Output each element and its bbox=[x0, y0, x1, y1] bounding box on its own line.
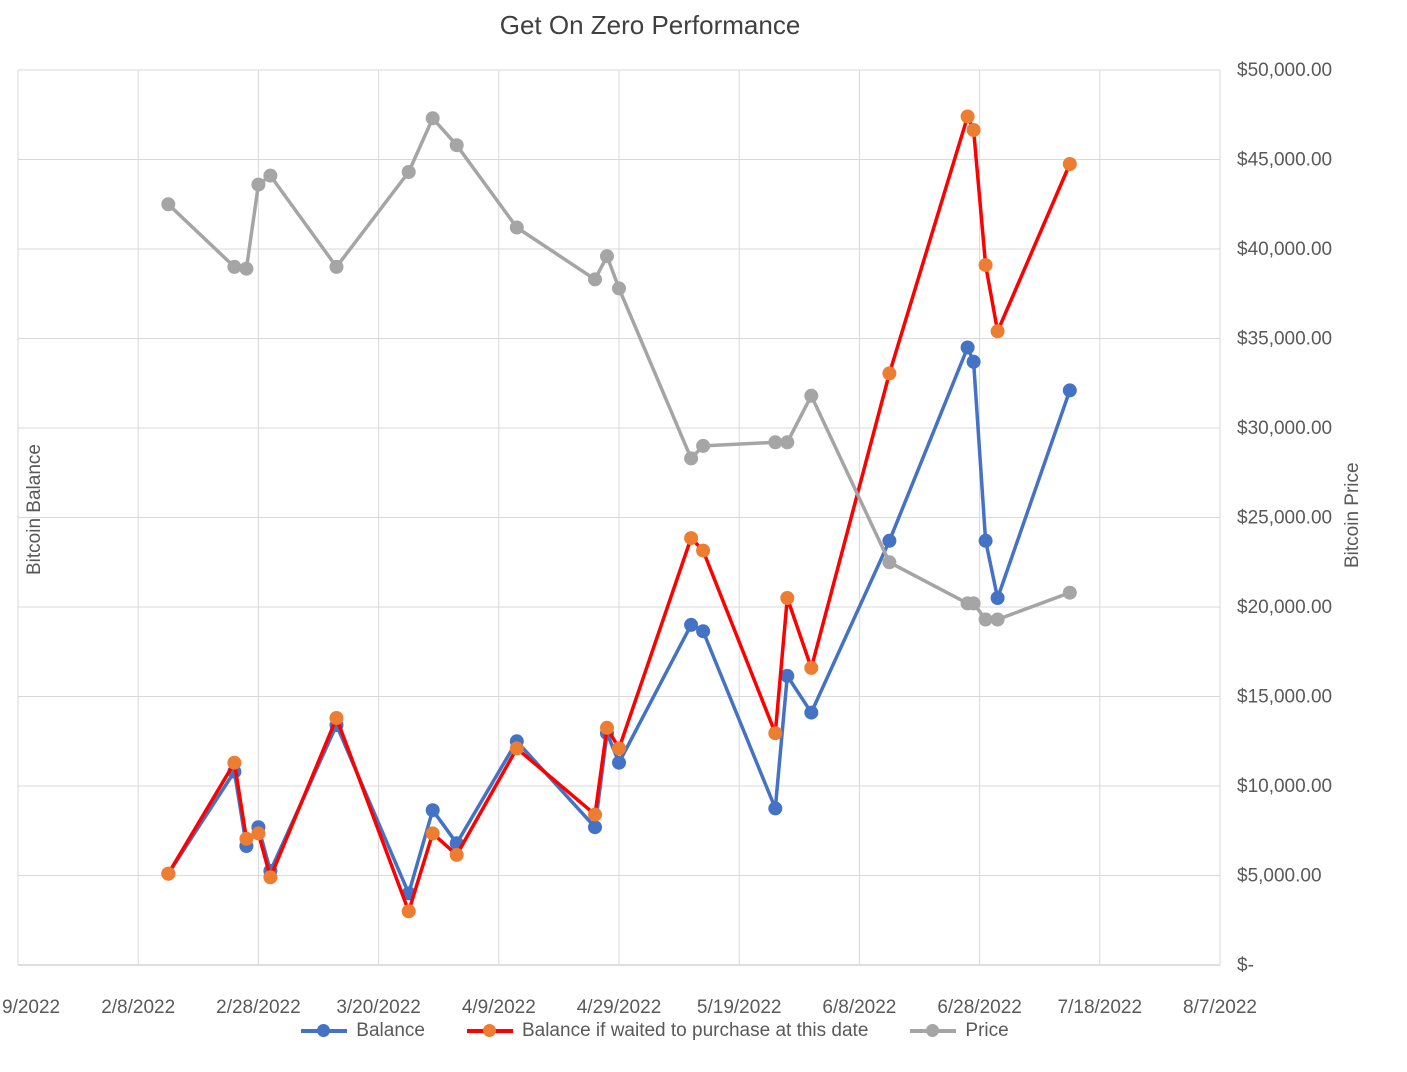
data-point-waited bbox=[804, 660, 819, 675]
data-point-price bbox=[804, 388, 819, 403]
data-point-waited bbox=[882, 366, 897, 381]
data-point-waited bbox=[600, 720, 614, 735]
data-point-waited bbox=[966, 123, 981, 137]
y-axis-tick-label: $30,000.00 bbox=[1237, 418, 1332, 439]
data-point-waited bbox=[612, 741, 626, 756]
data-point-balance bbox=[696, 624, 711, 639]
data-point-waited bbox=[509, 741, 524, 756]
data-point-price bbox=[684, 451, 699, 466]
data-point-price bbox=[449, 138, 464, 153]
legend: Balance Balance if waited to purchase at… bbox=[18, 1020, 1292, 1042]
x-axis-tick-label: 6/8/2022 bbox=[822, 997, 896, 1018]
data-point-waited bbox=[684, 531, 699, 546]
data-point-waited bbox=[161, 866, 176, 881]
data-point-balance bbox=[882, 533, 897, 548]
y-axis-tick-label: $40,000.00 bbox=[1237, 239, 1332, 260]
y-axis-tick-label: $5,000.00 bbox=[1237, 866, 1322, 887]
data-point-waited bbox=[1062, 157, 1077, 171]
x-axis-tick-label: 5/19/2022 bbox=[697, 997, 782, 1018]
y-axis-tick-label: $35,000.00 bbox=[1237, 329, 1332, 350]
data-point-waited bbox=[251, 826, 266, 841]
chart-title: Get On Zero Performance bbox=[499, 10, 801, 40]
data-point-price bbox=[612, 281, 626, 296]
data-point-price bbox=[990, 612, 1005, 627]
data-point-waited bbox=[696, 543, 711, 558]
legend-item-price: Price bbox=[910, 1020, 1009, 1042]
y-axis-tick-label: $- bbox=[1237, 955, 1254, 976]
data-point-price bbox=[1062, 585, 1077, 600]
data-point-price bbox=[161, 197, 176, 212]
legend-label-price: Price bbox=[965, 1020, 1009, 1041]
legend-dot-balance bbox=[317, 1024, 331, 1037]
y-axis-tick-label: $50,000.00 bbox=[1237, 60, 1332, 81]
data-point-balance bbox=[588, 820, 602, 835]
legend-item-balance: Balance bbox=[301, 1020, 425, 1042]
y-axis-tick-label: $25,000.00 bbox=[1237, 508, 1332, 529]
data-point-waited bbox=[227, 755, 242, 770]
data-point-waited bbox=[449, 847, 464, 862]
legend-item-waited: Balance if waited to purchase at this da… bbox=[466, 1020, 869, 1042]
data-point-waited bbox=[990, 324, 1005, 339]
data-point-balance bbox=[990, 591, 1005, 605]
data-point-waited bbox=[978, 258, 993, 273]
legend-dot-waited bbox=[482, 1024, 496, 1037]
data-point-price bbox=[768, 435, 783, 450]
x-axis-tick-label: 2/28/2022 bbox=[216, 997, 301, 1018]
data-point-waited bbox=[960, 109, 975, 124]
y-axis-tick-label: $10,000.00 bbox=[1237, 776, 1332, 797]
data-point-price bbox=[263, 168, 278, 183]
data-point-balance bbox=[804, 705, 819, 720]
x-axis-tick-label: 6/28/2022 bbox=[937, 997, 1022, 1018]
data-point-balance bbox=[425, 803, 440, 818]
y-axis-tick-label: $15,000.00 bbox=[1237, 687, 1332, 708]
data-point-balance bbox=[960, 340, 975, 355]
x-axis-tick-label: 2/8/2022 bbox=[101, 997, 175, 1018]
data-point-waited bbox=[329, 711, 344, 725]
data-point-balance bbox=[768, 801, 783, 816]
data-point-price bbox=[425, 111, 440, 126]
data-point-price bbox=[696, 438, 711, 453]
data-point-price bbox=[227, 259, 242, 274]
x-axis-tick-label: 9/2022 bbox=[2, 997, 60, 1018]
data-point-balance bbox=[684, 617, 699, 632]
data-point-price bbox=[882, 555, 897, 570]
x-axis-tick-label: 7/18/2022 bbox=[1058, 997, 1143, 1018]
x-axis-tick-label: 4/9/2022 bbox=[462, 997, 536, 1018]
data-point-price bbox=[401, 165, 416, 179]
data-point-price bbox=[966, 596, 981, 611]
data-point-waited bbox=[239, 831, 254, 846]
data-point-price bbox=[780, 435, 795, 450]
data-point-balance bbox=[1062, 383, 1077, 398]
legend-marker-balance-icon bbox=[301, 1024, 348, 1038]
data-point-balance bbox=[780, 668, 795, 683]
data-point-waited bbox=[263, 870, 278, 885]
x-axis-tick-label: 3/20/2022 bbox=[336, 997, 421, 1018]
data-point-balance bbox=[978, 533, 993, 548]
data-point-waited bbox=[425, 826, 440, 841]
data-point-price bbox=[588, 272, 602, 287]
data-point-price bbox=[509, 220, 524, 235]
legend-label-waited: Balance if waited to purchase at this da… bbox=[521, 1020, 869, 1041]
data-point-price bbox=[978, 612, 993, 627]
data-point-price bbox=[251, 177, 266, 192]
data-point-waited bbox=[768, 726, 783, 741]
data-point-price bbox=[600, 249, 614, 264]
data-point-waited bbox=[780, 591, 795, 605]
y-axis-tick-label: $45,000.00 bbox=[1237, 150, 1332, 171]
data-point-price bbox=[239, 261, 254, 276]
data-point-waited bbox=[401, 904, 416, 919]
data-point-waited bbox=[588, 807, 602, 822]
y-axis-tick-label: $20,000.00 bbox=[1237, 597, 1332, 618]
data-point-balance bbox=[612, 755, 626, 770]
x-axis-tick-label: 8/7/2022 bbox=[1183, 997, 1257, 1018]
x-axis-tick-label: 4/29/2022 bbox=[577, 997, 662, 1018]
legend-marker-waited-icon bbox=[466, 1024, 513, 1038]
legend-marker-price-icon bbox=[910, 1024, 957, 1038]
legend-dot-price bbox=[926, 1024, 940, 1037]
legend-label-balance: Balance bbox=[356, 1020, 425, 1041]
data-point-price bbox=[329, 259, 344, 274]
data-point-balance bbox=[966, 354, 981, 369]
